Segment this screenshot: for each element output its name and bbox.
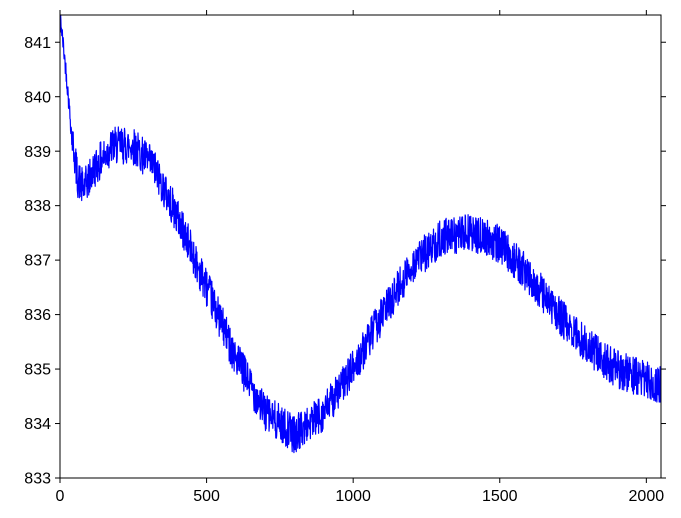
y-tick-label: 834 — [24, 416, 51, 433]
chart-background — [0, 0, 681, 518]
y-tick-label: 839 — [24, 144, 51, 161]
x-tick-label: 1500 — [482, 488, 518, 505]
y-tick-label: 840 — [24, 89, 51, 106]
x-tick-label: 1000 — [335, 488, 371, 505]
y-tick-label: 835 — [24, 362, 51, 379]
y-tick-label: 833 — [24, 471, 51, 488]
x-tick-label: 0 — [56, 488, 65, 505]
y-tick-label: 836 — [24, 307, 51, 324]
y-tick-label: 837 — [24, 253, 51, 270]
line-chart: 0 500 1000 1500 2000 833 834 835 836 837 838 839 840… — [0, 0, 681, 518]
chart-svg: 0 500 1000 1500 2000 833 834 835 836 837 838 839 840… — [0, 0, 681, 518]
x-tick-label: 500 — [193, 488, 220, 505]
x-tick-label: 2000 — [629, 488, 665, 505]
y-tick-label: 838 — [24, 198, 51, 215]
y-tick-label: 841 — [24, 35, 51, 52]
